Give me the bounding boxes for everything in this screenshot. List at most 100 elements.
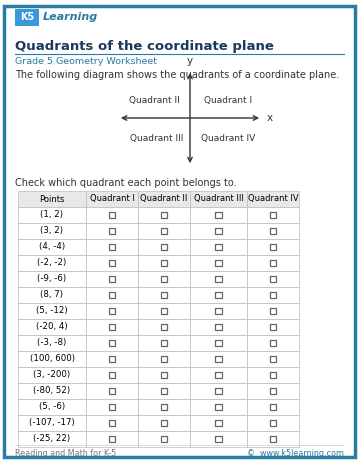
Bar <box>18 271 86 287</box>
Bar <box>247 415 299 431</box>
Bar <box>18 351 86 367</box>
Bar <box>109 388 115 394</box>
Bar <box>270 260 276 266</box>
Bar <box>215 244 222 250</box>
Bar <box>161 388 167 394</box>
Bar <box>109 308 115 314</box>
Bar <box>190 303 247 319</box>
Bar <box>190 399 247 415</box>
Bar <box>138 431 190 447</box>
Bar <box>215 356 222 362</box>
Bar <box>270 420 276 426</box>
Bar <box>86 351 138 367</box>
Bar <box>215 420 222 426</box>
Bar <box>109 436 115 442</box>
Text: (5, -12): (5, -12) <box>36 307 68 315</box>
Text: (-25, 22): (-25, 22) <box>33 434 71 444</box>
Bar <box>109 420 115 426</box>
Text: ©  www.k5learning.com: © www.k5learning.com <box>247 449 344 458</box>
Bar <box>270 340 276 346</box>
Text: K5: K5 <box>20 13 34 23</box>
Bar <box>18 383 86 399</box>
Bar <box>18 255 86 271</box>
Bar <box>190 271 247 287</box>
Bar <box>190 335 247 351</box>
Bar <box>138 367 190 383</box>
Bar <box>190 367 247 383</box>
Bar <box>161 436 167 442</box>
Bar <box>86 303 138 319</box>
Text: Quadrant I: Quadrant I <box>204 95 252 105</box>
Bar <box>86 287 138 303</box>
Bar <box>270 212 276 218</box>
Text: (-9, -6): (-9, -6) <box>37 275 66 283</box>
Bar <box>215 388 222 394</box>
Bar <box>138 239 190 255</box>
Bar <box>270 292 276 298</box>
Bar <box>138 207 190 223</box>
Bar <box>18 367 86 383</box>
Bar <box>270 244 276 250</box>
Bar <box>190 255 247 271</box>
Bar <box>215 340 222 346</box>
Bar <box>215 212 222 218</box>
Bar <box>109 212 115 218</box>
Bar <box>138 399 190 415</box>
Bar <box>215 308 222 314</box>
Bar <box>109 276 115 282</box>
Bar <box>86 271 138 287</box>
Bar <box>138 255 190 271</box>
Bar <box>18 191 86 207</box>
Text: Quadrant IV: Quadrant IV <box>201 133 255 143</box>
Text: Learning: Learning <box>43 13 98 23</box>
Bar <box>86 191 138 207</box>
Text: Quadrant II: Quadrant II <box>129 95 180 105</box>
Bar <box>215 260 222 266</box>
Text: (1, 2): (1, 2) <box>41 211 64 219</box>
Bar <box>190 223 247 239</box>
Bar <box>15 9 39 26</box>
Bar <box>161 228 167 234</box>
Bar <box>190 239 247 255</box>
Bar <box>247 431 299 447</box>
Bar <box>86 223 138 239</box>
Bar <box>138 383 190 399</box>
Text: Quadrant II: Quadrant II <box>140 194 188 204</box>
Bar <box>86 335 138 351</box>
Text: (5, -6): (5, -6) <box>39 402 65 412</box>
Bar <box>86 239 138 255</box>
Bar <box>161 244 167 250</box>
Bar <box>18 239 86 255</box>
Bar <box>161 324 167 330</box>
Bar <box>138 351 190 367</box>
Bar <box>138 191 190 207</box>
Bar <box>270 372 276 378</box>
Text: (-80, 52): (-80, 52) <box>33 387 71 395</box>
Bar <box>138 303 190 319</box>
Bar <box>161 276 167 282</box>
Bar <box>247 223 299 239</box>
Bar <box>86 319 138 335</box>
Bar <box>109 292 115 298</box>
Bar <box>161 404 167 410</box>
Text: (8, 7): (8, 7) <box>41 290 64 300</box>
Bar <box>161 308 167 314</box>
Bar <box>86 367 138 383</box>
Text: Grade 5 Geometry Worksheet: Grade 5 Geometry Worksheet <box>15 57 157 66</box>
Bar <box>247 287 299 303</box>
Bar <box>18 399 86 415</box>
Text: Quadrant III: Quadrant III <box>130 133 184 143</box>
Bar <box>190 351 247 367</box>
Bar <box>18 335 86 351</box>
Bar <box>190 207 247 223</box>
Bar <box>109 404 115 410</box>
Bar <box>247 335 299 351</box>
Bar <box>247 255 299 271</box>
Bar <box>270 436 276 442</box>
Bar <box>161 260 167 266</box>
Bar <box>247 271 299 287</box>
Bar <box>247 191 299 207</box>
Bar <box>161 420 167 426</box>
Text: Check which quadrant each point belongs to.: Check which quadrant each point belongs … <box>15 178 237 188</box>
Text: (3, 2): (3, 2) <box>41 226 64 236</box>
